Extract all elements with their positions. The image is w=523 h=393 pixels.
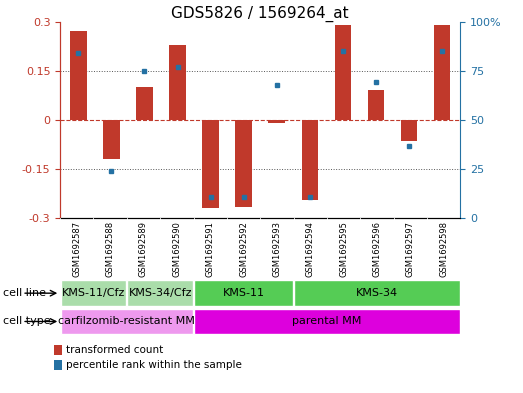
Bar <box>368 90 384 120</box>
Text: carfilzomib-resistant MM: carfilzomib-resistant MM <box>59 316 195 326</box>
Bar <box>54 345 62 354</box>
Text: percentile rank within the sample: percentile rank within the sample <box>66 360 242 370</box>
Bar <box>169 44 186 120</box>
Text: GSM1692598: GSM1692598 <box>439 220 448 277</box>
Title: GDS5826 / 1569264_at: GDS5826 / 1569264_at <box>172 6 349 22</box>
Bar <box>61 281 126 306</box>
Text: GSM1692596: GSM1692596 <box>372 220 381 277</box>
Text: GSM1692597: GSM1692597 <box>406 220 415 277</box>
Bar <box>54 360 62 369</box>
Bar <box>136 87 153 120</box>
Bar <box>268 120 285 123</box>
Bar <box>302 120 318 200</box>
Bar <box>294 281 460 306</box>
Text: KMS-34: KMS-34 <box>356 288 398 298</box>
Text: GSM1692593: GSM1692593 <box>272 220 281 277</box>
Text: GSM1692591: GSM1692591 <box>206 220 214 277</box>
Bar <box>128 281 193 306</box>
Bar <box>194 281 293 306</box>
Bar <box>335 25 351 120</box>
Bar <box>235 120 252 207</box>
Text: cell type: cell type <box>3 316 50 327</box>
Text: GSM1692588: GSM1692588 <box>106 220 115 277</box>
Bar <box>401 120 417 141</box>
Text: GSM1692589: GSM1692589 <box>139 220 148 277</box>
Text: parental MM: parental MM <box>292 316 361 326</box>
Text: GSM1692595: GSM1692595 <box>339 220 348 277</box>
Text: GSM1692590: GSM1692590 <box>173 220 181 277</box>
Bar <box>70 31 87 120</box>
Text: GSM1692587: GSM1692587 <box>72 220 81 277</box>
Text: cell line: cell line <box>3 288 46 298</box>
Text: KMS-11: KMS-11 <box>222 288 265 298</box>
Bar <box>103 120 120 159</box>
Text: GSM1692592: GSM1692592 <box>239 220 248 277</box>
Bar <box>61 309 193 334</box>
Text: GSM1692594: GSM1692594 <box>306 220 315 277</box>
Text: KMS-34/Cfz: KMS-34/Cfz <box>129 288 192 298</box>
Bar <box>434 25 450 120</box>
Text: KMS-11/Cfz: KMS-11/Cfz <box>62 288 125 298</box>
Text: transformed count: transformed count <box>66 345 164 355</box>
Bar <box>202 120 219 208</box>
Bar <box>194 309 460 334</box>
